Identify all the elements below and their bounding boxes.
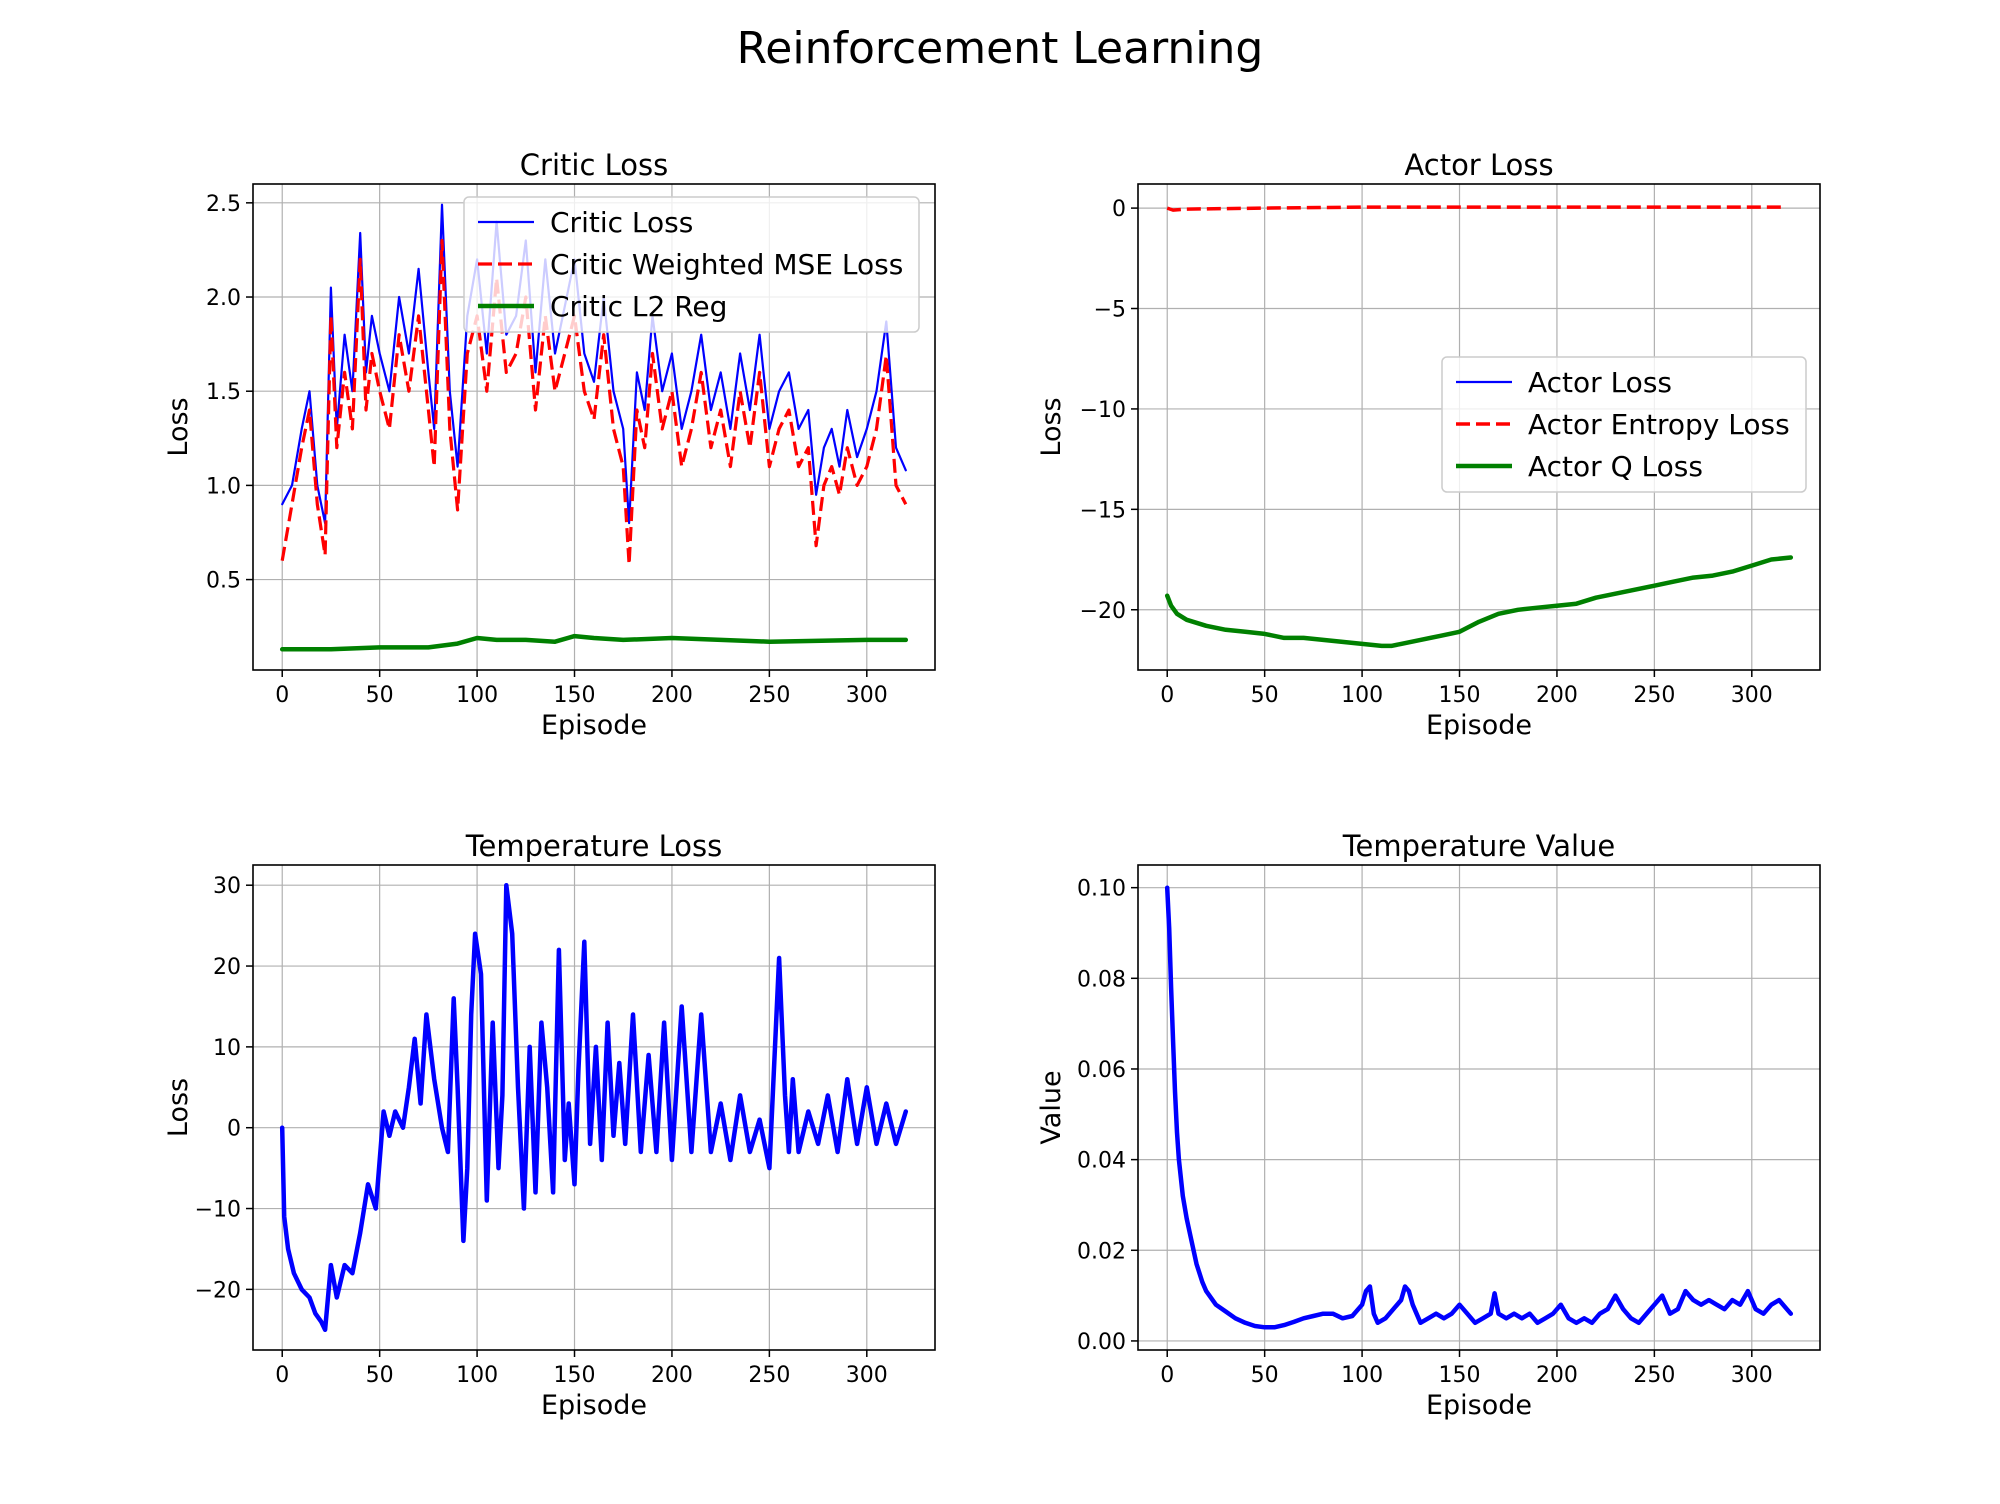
x-tick-label: 200 (651, 683, 693, 708)
y-tick-label: 30 (213, 874, 241, 899)
x-tick-label: 50 (366, 1363, 394, 1388)
y-tick-label: 2.0 (206, 286, 241, 311)
y-tick-label: 0 (1112, 197, 1126, 222)
x-tick-label: 150 (554, 683, 596, 708)
series-line-2 (1166, 205, 1781, 212)
legend-box (1441, 356, 1807, 493)
axes-frame (1137, 183, 1821, 671)
x-tick-label: 50 (1251, 1363, 1279, 1388)
x-tick-label: 200 (651, 1363, 693, 1388)
x-tick-label: 100 (1341, 683, 1383, 708)
x-tick-label: 150 (1439, 683, 1481, 708)
x-tick-label: 200 (1536, 1363, 1578, 1388)
x-tick-label: 200 (1536, 683, 1578, 708)
y-axis-label: Value (1036, 1070, 1067, 1144)
x-tick-label: 300 (846, 1363, 888, 1388)
legend: Critic Loss Critic Weighted MSE Loss Criti… (463, 196, 920, 333)
x-tick-label: 150 (554, 1363, 596, 1388)
x-tick-label: 300 (846, 683, 888, 708)
y-tick-label: −10 (1080, 398, 1126, 423)
legend-label: Critic Weighted MSE Loss (550, 248, 903, 281)
subplot-3: 0 50 100 150 200 250 3003020100−10−20Temperatu… (163, 829, 936, 1421)
x-tick-label: 50 (1251, 683, 1279, 708)
axes-frame (252, 864, 936, 1351)
y-tick-label: 0.08 (1077, 967, 1126, 992)
y-tick-label: 0.06 (1077, 1058, 1126, 1083)
subplot-4: 0 50 100 150 200 250 300 0.00 0.02 0.04 0.06 0.08 0.… (1036, 829, 1821, 1421)
x-tick-label: 100 (456, 1363, 498, 1388)
x-tick-label: 0 (275, 1363, 289, 1388)
y-tick-label: 0.00 (1077, 1330, 1126, 1355)
y-tick-label: 0 (227, 1117, 241, 1142)
series-line-1 (1164, 885, 1794, 1330)
x-tick-label: 0 (275, 683, 289, 708)
y-tick-label: 0.10 (1077, 877, 1126, 902)
series-line-1 (281, 203, 907, 525)
y-axis-label: Loss (163, 1078, 194, 1137)
x-axis-label: Episode (541, 1390, 647, 1421)
x-axis-label: Episode (1426, 1390, 1532, 1421)
y-tick-label: 0.04 (1077, 1149, 1126, 1174)
y-tick-label: −20 (1080, 599, 1126, 624)
subplot-title: Actor Loss (1404, 148, 1553, 182)
subplot-title: Temperature Value (1342, 829, 1616, 863)
y-tick-label: 1.0 (206, 474, 241, 499)
x-tick-label: 150 (1439, 1363, 1481, 1388)
y-tick-label: 0.5 (206, 569, 241, 594)
legend-label: Actor Q Loss (1528, 450, 1703, 483)
y-tick-label: 1.5 (206, 380, 241, 405)
legend-box (463, 196, 920, 333)
subplot-1: 0 50 100 150 200 250 300 0.5 1.0 1.5 2.0 2.5 Critic … (163, 148, 936, 741)
legend-label: Critic Loss (550, 206, 693, 239)
y-axis-label: Loss (1036, 397, 1067, 456)
y-tick-label: 2.5 (206, 192, 241, 217)
series-line-1 (279, 882, 909, 1333)
subplot-title: Temperature Loss (465, 829, 723, 863)
y-tick-label: 0.02 (1077, 1239, 1126, 1264)
series-line-3 (1164, 555, 1794, 649)
y-tick-label: −10 (195, 1198, 241, 1223)
series-line-2 (280, 238, 908, 567)
y-tick-label: 20 (213, 955, 241, 980)
figure-title: Reinforcement Learning (737, 23, 1264, 74)
x-tick-label: 50 (366, 683, 394, 708)
x-axis-label: Episode (541, 710, 647, 741)
axes-frame (1137, 864, 1821, 1351)
x-tick-label: 250 (748, 683, 790, 708)
subplot-title: Critic Loss (520, 148, 668, 182)
x-tick-label: 250 (1633, 683, 1675, 708)
legend-label: Actor Entropy Loss (1528, 408, 1790, 441)
legend-label: Actor Loss (1528, 366, 1672, 399)
y-tick-label: −15 (1080, 498, 1126, 523)
y-axis-label: Loss (163, 397, 194, 456)
y-tick-label: −5 (1094, 298, 1126, 323)
subplot-2: 0 50 100 150 200 250 300 0 −5 −10 −15 −20 Actor Loss… (1036, 148, 1821, 741)
x-tick-label: 100 (456, 683, 498, 708)
x-tick-label: 250 (748, 1363, 790, 1388)
x-axis-label: Episode (1426, 710, 1532, 741)
x-tick-label: 250 (1633, 1363, 1675, 1388)
legend: Actor Loss Actor Entropy Loss Actor Q Loss (1441, 356, 1807, 493)
axes-frame (252, 183, 936, 671)
x-tick-label: 0 (1160, 1363, 1174, 1388)
legend-label: Critic L2 Reg (550, 290, 727, 323)
series-line-3 (279, 633, 909, 652)
x-tick-label: 300 (1731, 1363, 1773, 1388)
x-tick-label: 0 (1160, 683, 1174, 708)
y-tick-label: 10 (213, 1036, 241, 1061)
y-tick-label: −20 (195, 1278, 241, 1303)
x-tick-label: 300 (1731, 683, 1773, 708)
x-tick-label: 100 (1341, 1363, 1383, 1388)
